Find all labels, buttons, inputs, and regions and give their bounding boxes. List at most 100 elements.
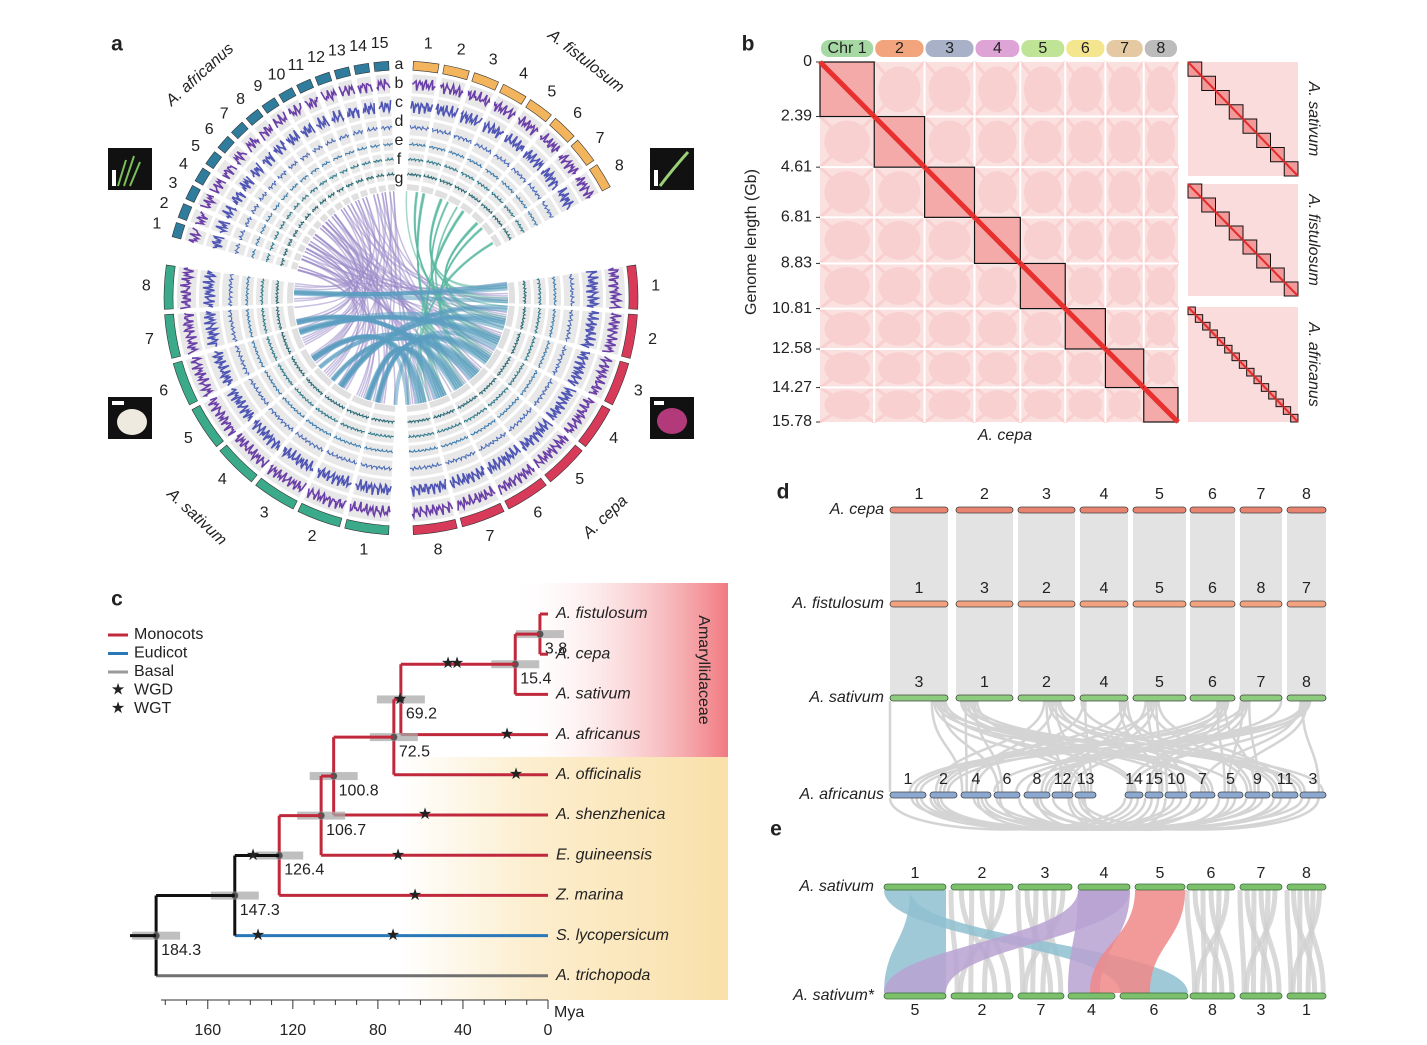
chromosome-arc	[570, 139, 595, 166]
chromosome-label: 1	[980, 674, 989, 691]
track-line	[227, 309, 238, 343]
track-line	[211, 235, 225, 249]
synteny	[1018, 607, 1075, 695]
track-line	[316, 115, 331, 131]
y-tick-label: 6.81	[781, 209, 812, 226]
link-band	[350, 192, 360, 202]
track-line	[345, 182, 354, 188]
panel-label: e	[770, 818, 782, 841]
legend-star: ★	[111, 700, 125, 717]
track-line	[482, 120, 505, 139]
synteny	[1080, 797, 1320, 831]
track-line	[320, 87, 338, 103]
track-line	[282, 396, 305, 419]
synteny	[1296, 889, 1303, 994]
x-tick-label: 160	[194, 1022, 221, 1039]
node-age: 15.4	[520, 670, 551, 687]
synteny	[1240, 513, 1282, 601]
chromosome-arc	[589, 164, 611, 192]
track-line	[449, 465, 485, 489]
track-line	[268, 180, 277, 191]
track-line	[563, 397, 596, 434]
chromosome-header	[1021, 40, 1065, 57]
track-line	[439, 81, 464, 98]
chromosome-label: 4	[1100, 580, 1109, 597]
chromosome-name: 2	[895, 40, 904, 57]
track-line	[250, 162, 265, 178]
chromosome-arc	[412, 61, 440, 74]
synteny	[932, 700, 1083, 793]
tip-label: A. shenzhenica	[555, 806, 666, 823]
heatmap-cross	[923, 60, 976, 118]
chromosome-arc	[578, 405, 611, 448]
link-band	[378, 185, 387, 193]
track-band	[410, 96, 434, 119]
synteny	[929, 797, 1183, 831]
heatmap-cross	[973, 347, 1022, 389]
chromosome-label: 3	[980, 580, 989, 597]
track-line	[407, 417, 431, 424]
track-line	[273, 231, 280, 240]
track-line	[459, 109, 483, 126]
track-line	[558, 154, 579, 175]
chromosome-bar	[1132, 506, 1187, 514]
event-star: ★	[500, 726, 514, 743]
track-line	[265, 212, 273, 223]
chromosome-bar	[1286, 600, 1327, 608]
link-band	[507, 282, 515, 304]
photo-fistulosum	[650, 148, 694, 190]
synteny	[913, 700, 1246, 793]
inset-diagonal	[1275, 398, 1285, 408]
heatmap-cross	[923, 262, 976, 310]
chromosome-bar	[1079, 506, 1129, 514]
link-band	[447, 195, 462, 207]
track-line	[552, 345, 567, 376]
chromosome-arc	[412, 519, 458, 535]
chromosome-arc	[621, 313, 638, 359]
chromosome-bar	[1119, 992, 1189, 1000]
track-line	[579, 310, 600, 349]
track-line	[409, 124, 429, 132]
synteny	[1080, 700, 1279, 793]
chromosome-bar	[1134, 883, 1186, 891]
track-line	[294, 387, 315, 407]
chromosome-label: 4	[1087, 1002, 1096, 1019]
chromosome-header	[1106, 40, 1143, 57]
track-line	[365, 175, 375, 182]
chromosome-header	[1144, 40, 1177, 57]
track-line	[467, 89, 491, 108]
track-line	[470, 419, 496, 436]
chromosome-label: 3	[1041, 865, 1050, 882]
inset-diagonal	[1267, 390, 1277, 400]
chromosome-header	[1066, 40, 1105, 57]
chromosome-arc	[261, 97, 280, 114]
track-line	[306, 377, 324, 396]
link-band	[368, 186, 378, 195]
synteny	[1148, 700, 1253, 793]
track-line	[228, 274, 234, 307]
track-line	[293, 202, 301, 211]
track-line	[408, 142, 426, 147]
chromosome-arc	[626, 264, 639, 310]
chromosome-bar	[883, 992, 947, 1000]
track-line	[360, 462, 393, 472]
synteny-link	[340, 313, 507, 389]
diagonal	[1141, 385, 1180, 424]
track-line	[245, 137, 261, 153]
chromosome-label: 4	[972, 771, 981, 788]
track-line	[541, 201, 554, 218]
panel-label: b	[742, 33, 755, 56]
track-line	[539, 132, 561, 154]
track-line	[363, 445, 393, 454]
track-line	[362, 101, 376, 115]
heatmap-cross	[1142, 61, 1180, 118]
track-line	[180, 267, 196, 310]
track-band	[241, 308, 258, 339]
track-line	[289, 183, 299, 191]
synteny	[1190, 513, 1235, 601]
tip-label: A. fistulosum	[555, 605, 648, 622]
legend-label: Monocots	[134, 626, 203, 643]
link-band	[300, 348, 317, 370]
link-band	[334, 201, 344, 211]
synteny	[1287, 607, 1326, 695]
